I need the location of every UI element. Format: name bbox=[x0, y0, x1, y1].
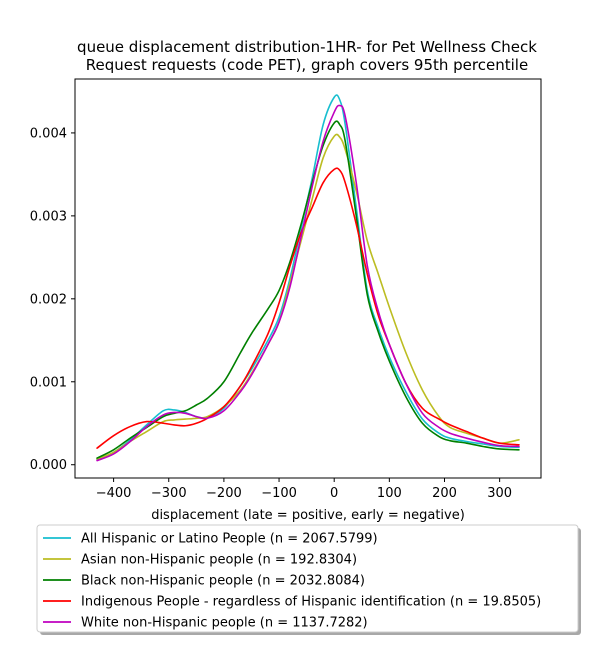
series-layer bbox=[96, 94, 520, 462]
legend-entries: All Hispanic or Latino People (n = 2067.… bbox=[43, 532, 541, 631]
x-tick-label: 0 bbox=[330, 486, 338, 501]
x-tick-label: 300 bbox=[487, 486, 512, 501]
chart-title-line-1: queue displacement distribution-1HR- for… bbox=[77, 38, 537, 56]
y-tick-label: 0.002 bbox=[30, 292, 67, 307]
legend-box bbox=[36, 524, 579, 633]
y-tick-label: 0.004 bbox=[30, 126, 67, 141]
series-line-1 bbox=[96, 94, 520, 461]
chart-title-line-2: Request requests (code PET), graph cover… bbox=[86, 56, 528, 74]
y-tick-label: 0.000 bbox=[30, 458, 67, 473]
plot-frame bbox=[74, 78, 542, 479]
legend-label: Indigenous People - regardless of Hispan… bbox=[81, 595, 541, 610]
series-line-3 bbox=[96, 120, 520, 459]
y-axis: 0.000 0.001 0.002 0.003 0.004 bbox=[30, 126, 75, 473]
x-tick-label: −200 bbox=[206, 486, 242, 501]
series-line-4 bbox=[96, 167, 520, 449]
legend-label: White non-Hispanic people (n = 1137.7282… bbox=[81, 616, 368, 631]
legend-label: Black non-Hispanic people (n = 2032.8084… bbox=[81, 574, 365, 589]
plot-area bbox=[74, 78, 542, 479]
x-axis-label: displacement (late = positive, early = n… bbox=[151, 508, 465, 523]
x-tick-label: 200 bbox=[432, 486, 457, 501]
legend: All Hispanic or Latino People (n = 2067.… bbox=[36, 524, 581, 635]
x-tick-label: −400 bbox=[96, 486, 132, 501]
legend-label: Asian non-Hispanic people (n = 192.8304) bbox=[81, 553, 357, 568]
series-line-5 bbox=[96, 104, 520, 462]
x-tick-label: 100 bbox=[377, 486, 402, 501]
series-line-2 bbox=[96, 133, 520, 460]
x-tick-label: −100 bbox=[261, 486, 297, 501]
y-tick-label: 0.003 bbox=[30, 209, 67, 224]
x-tick-label: −300 bbox=[151, 486, 187, 501]
x-axis: −400 −300 −200 −100 0 100 200 300 bbox=[96, 478, 512, 501]
y-tick-label: 0.001 bbox=[30, 375, 67, 390]
legend-label: All Hispanic or Latino People (n = 2067.… bbox=[81, 532, 378, 547]
chart-title: queue displacement distribution-1HR- for… bbox=[77, 38, 537, 74]
